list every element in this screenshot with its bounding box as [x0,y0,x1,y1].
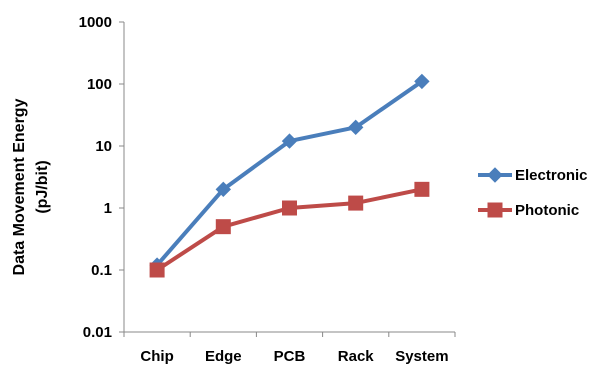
y-tick-label: 1 [104,200,112,217]
data-point-photonic [348,195,364,211]
y-axis-title-line: (pJ/bit) [34,160,51,213]
data-point-electronic [347,119,364,136]
series-layer [149,73,430,278]
y-tick-labels: 0.01 0.1 1 10 100 1000 [79,14,112,341]
legend-label: Electronic [515,167,588,184]
x-tick-label: Edge [205,348,242,365]
legend-item-electronic: Electronic [478,167,588,184]
axes [119,21,456,337]
legend-marker-photonic [487,202,503,218]
y-tick-label: 1000 [79,14,112,31]
x-tick-label: PCB [274,348,306,365]
y-tick-label: 10 [95,138,112,155]
y-tick-label: 0.1 [91,262,112,279]
x-tick-label: Rack [338,348,375,365]
x-tick-labels: Chip Edge PCB Rack System [140,348,448,365]
series-line-electronic [155,79,424,268]
y-tick-label: 0.01 [83,324,112,341]
legend-marker-electronic [487,167,503,183]
y-axis-title-line: Data Movement Energy [11,98,28,275]
series-electronic [149,73,430,273]
data-point-photonic [282,200,297,216]
data-point-electronic [281,133,298,149]
legend: Electronic Photonic [478,167,588,219]
legend-item-photonic: Photonic [478,202,579,219]
data-point-electronic [215,181,232,198]
x-tick-label: Chip [140,348,173,365]
x-tick-label: System [395,348,448,365]
data-point-electronic [414,73,430,90]
data-point-photonic [215,219,231,235]
y-axis-title: Data Movement Energy (pJ/bit) [11,98,51,275]
data-point-photonic [149,262,165,278]
y-tick-label: 100 [87,76,112,93]
legend-label: Photonic [515,202,579,219]
data-point-photonic [414,181,430,197]
series-photonic [149,181,430,278]
